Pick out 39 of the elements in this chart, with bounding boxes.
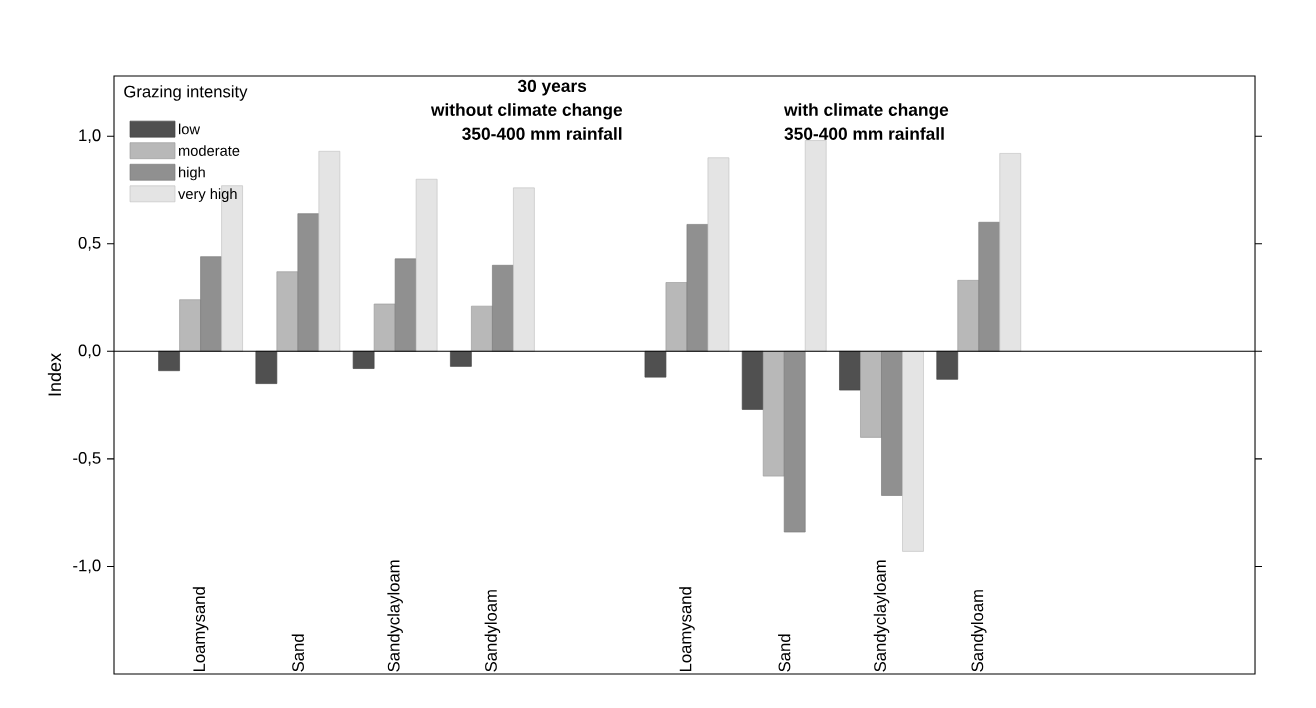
- y-tick-label: 0,5: [78, 236, 101, 251]
- y-tick-label: -0,5: [73, 452, 101, 466]
- bar: [999, 153, 1022, 352]
- x-tick-label: Loamysand: [679, 587, 695, 672]
- legend-title: Grazing intensity: [124, 85, 248, 101]
- bar: [741, 351, 764, 410]
- bar: [902, 351, 924, 552]
- bar: [158, 351, 180, 372]
- bar: [707, 157, 730, 352]
- y-tick-label: 0,0: [78, 344, 101, 359]
- x-tick-label: Sand: [778, 634, 791, 672]
- bar: [450, 351, 472, 367]
- bar: [644, 351, 667, 378]
- legend-label: very high: [178, 188, 237, 202]
- bar: [839, 351, 861, 391]
- annotation: 350-400 mm rainfall: [784, 127, 944, 140]
- legend-label: low: [178, 123, 201, 135]
- legend-label: high: [179, 166, 205, 181]
- x-tick-label: Sandyloam: [970, 590, 987, 672]
- annotation: with climate change: [784, 103, 949, 120]
- annotation: 350-400 mm rainfall: [462, 127, 622, 140]
- bar: [513, 187, 535, 352]
- legend-label: moderate: [178, 145, 240, 156]
- y-tick-label: -1,0: [73, 559, 101, 574]
- bar: [804, 140, 827, 352]
- x-tick-label: Sandyloam: [484, 590, 501, 672]
- y-tick-label: 1,0: [79, 129, 101, 144]
- x-tick-label: Sand: [291, 634, 304, 672]
- bar: [415, 178, 438, 352]
- bar: [255, 351, 278, 384]
- chart-title: 30 years: [517, 79, 587, 96]
- bar: [936, 351, 959, 380]
- x-tick-label: Sandyclayloam: [873, 560, 890, 672]
- bar: [318, 150, 341, 352]
- y-axis-title: Index: [47, 353, 62, 396]
- annotation: without climate change: [430, 103, 623, 120]
- x-tick-label: Loamysand: [192, 587, 209, 672]
- x-tick-label: Sandyclayloam: [387, 560, 403, 672]
- bar: [352, 351, 375, 369]
